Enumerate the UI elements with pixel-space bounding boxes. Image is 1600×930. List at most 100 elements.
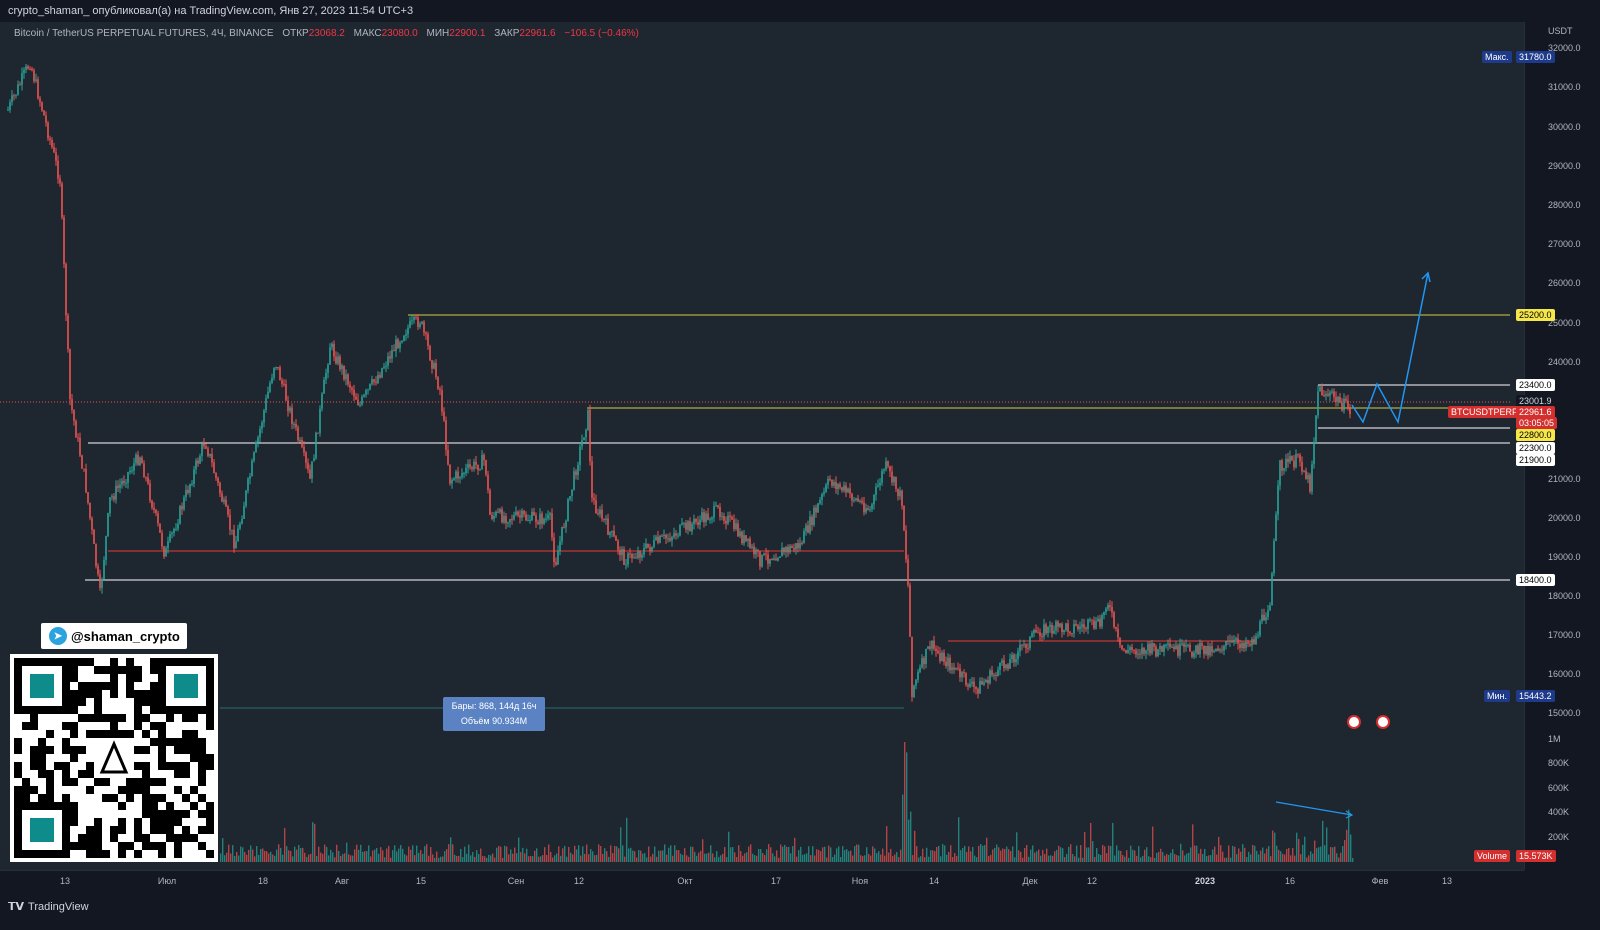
volume-bar	[288, 850, 290, 862]
volume-bar	[1038, 849, 1040, 862]
volume-bar	[980, 844, 982, 862]
volume-bar	[682, 854, 684, 862]
qr-module	[158, 754, 166, 762]
volume-bar	[360, 844, 362, 862]
candle-body	[341, 365, 343, 370]
candle-body	[1325, 393, 1327, 396]
qr-module	[158, 842, 166, 850]
candle-body	[305, 452, 307, 463]
candle-body	[381, 368, 383, 378]
us-event-flag-icon[interactable]	[1347, 715, 1361, 729]
candle-body	[841, 487, 843, 491]
candle-body	[667, 538, 669, 540]
candle-body	[735, 523, 737, 530]
volume-bar	[874, 848, 876, 862]
time-axis[interactable]	[0, 870, 1524, 893]
candle-body	[169, 534, 171, 542]
volume-bar	[1216, 854, 1218, 862]
candle-body	[195, 460, 197, 470]
candle-body	[1179, 643, 1181, 656]
candle-body	[13, 95, 15, 97]
volume-bar	[890, 848, 892, 862]
candle-body	[781, 547, 783, 557]
volume-bar	[626, 817, 628, 862]
volume-bar	[1134, 850, 1136, 862]
candle-body	[1291, 456, 1293, 461]
volume-bar	[1346, 829, 1348, 862]
volume-bar	[618, 848, 620, 862]
qr-module	[78, 834, 86, 842]
volume-bar	[282, 854, 284, 862]
candle-body	[851, 493, 853, 501]
candle-body	[405, 334, 407, 336]
volume-bar	[946, 854, 948, 862]
volume-bar	[922, 848, 924, 862]
price-tick-label: 26000.0	[1548, 278, 1581, 288]
candle-body	[337, 356, 339, 364]
candle-body	[25, 66, 27, 70]
candle-body	[493, 515, 495, 519]
qr-module	[182, 746, 190, 754]
volume-bar	[766, 849, 768, 862]
candle-body	[985, 679, 987, 683]
volume-bar	[292, 856, 294, 862]
qr-module	[198, 738, 206, 746]
volume-bar	[754, 855, 756, 862]
volume-bar	[230, 853, 232, 862]
volume-bar	[840, 856, 842, 862]
chart-pane[interactable]	[0, 22, 1524, 870]
qr-module	[166, 826, 174, 834]
qr-module	[190, 754, 198, 762]
footer: 𝗧𝗩 TradingView	[0, 892, 1600, 930]
volume-bar	[1288, 847, 1290, 862]
qr-module	[22, 786, 30, 794]
volume-bar	[692, 846, 694, 862]
candle-body	[33, 70, 35, 82]
volume-bar	[1246, 856, 1248, 862]
volume-bar	[594, 855, 596, 862]
volume-bar	[260, 848, 262, 862]
candle-body	[515, 511, 517, 515]
volume-bar	[402, 848, 404, 862]
volume-bar	[332, 852, 334, 862]
candle-body	[1263, 614, 1265, 621]
candle-body	[115, 485, 117, 500]
volume-bar	[1234, 846, 1236, 862]
candle-body	[659, 535, 661, 543]
volume-bar	[376, 847, 378, 862]
volume-bar	[954, 853, 956, 862]
volume-bar	[602, 853, 604, 862]
candle-body	[1287, 458, 1289, 463]
price-tick-label: 18000.0	[1548, 591, 1581, 601]
candle-body	[1095, 621, 1097, 629]
volume-bar	[464, 846, 466, 862]
candle-body	[1017, 651, 1019, 660]
candle-body	[539, 513, 541, 525]
candle-body	[35, 79, 37, 82]
qr-module	[142, 730, 150, 738]
tradingview-logo[interactable]: 𝗧𝗩 TradingView	[8, 901, 89, 913]
volume-bar	[800, 846, 802, 862]
volume-bar	[1036, 851, 1038, 862]
us-event-flag-icon[interactable]	[1376, 715, 1390, 729]
candle-body	[501, 509, 503, 523]
volume-bar	[600, 846, 602, 862]
volume-bar	[1160, 848, 1162, 862]
volume-bar	[1108, 845, 1110, 862]
qr-module	[102, 666, 110, 674]
volume-bar	[226, 852, 228, 862]
candle-body	[1235, 638, 1237, 640]
qr-module	[110, 834, 118, 842]
qr-module	[190, 802, 198, 810]
candle-body	[997, 670, 999, 677]
volume-bar	[882, 848, 884, 862]
volume-bar	[944, 845, 946, 862]
volume-bar	[668, 847, 670, 862]
candle-body	[1239, 643, 1241, 649]
candle-body	[1289, 456, 1291, 463]
volume-bar	[1114, 855, 1116, 862]
candle-body	[933, 640, 935, 649]
volume-bar	[832, 857, 834, 862]
volume-bar	[300, 847, 302, 862]
volume-bar	[732, 847, 734, 862]
